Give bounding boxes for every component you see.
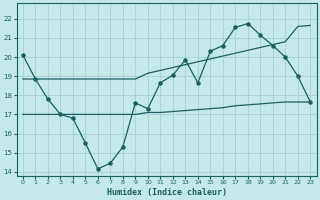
X-axis label: Humidex (Indice chaleur): Humidex (Indice chaleur) [107,188,227,197]
